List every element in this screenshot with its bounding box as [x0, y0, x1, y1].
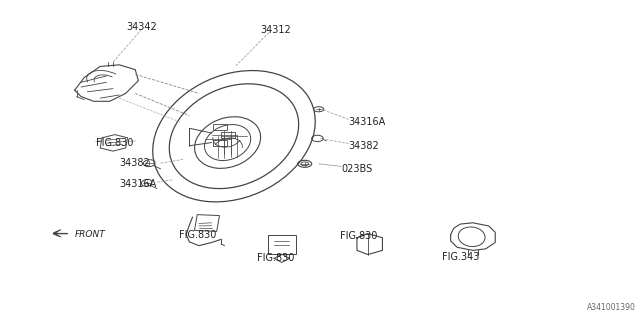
Text: A341001390: A341001390	[586, 303, 636, 312]
Bar	[213, 124, 227, 130]
Text: 34312: 34312	[260, 25, 291, 35]
Bar	[221, 132, 236, 138]
Text: FIG.830: FIG.830	[257, 253, 294, 263]
Text: FRONT: FRONT	[75, 230, 106, 239]
Bar	[213, 140, 227, 146]
Text: FIG.343: FIG.343	[442, 252, 479, 262]
Text: 34342: 34342	[126, 22, 157, 32]
Bar	[195, 215, 220, 231]
Text: FIG.830: FIG.830	[96, 138, 133, 148]
Text: 34382: 34382	[119, 158, 150, 168]
Text: FIG.830: FIG.830	[179, 229, 216, 240]
Text: 023BS: 023BS	[341, 164, 372, 174]
Text: FIG.830: FIG.830	[340, 231, 377, 241]
Text: 34316A: 34316A	[349, 117, 386, 127]
Text: 34316A: 34316A	[119, 179, 157, 189]
Bar	[268, 235, 296, 254]
Text: 34382: 34382	[349, 141, 380, 151]
